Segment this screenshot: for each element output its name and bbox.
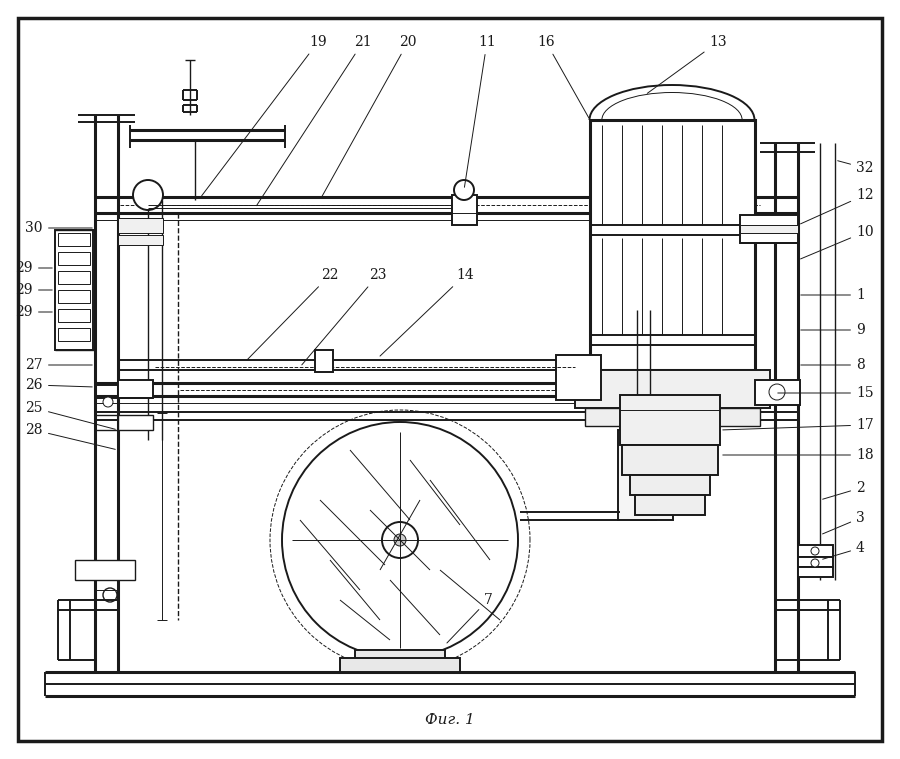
Bar	[620, 395, 720, 445]
Text: 3: 3	[823, 511, 865, 534]
Text: 13: 13	[647, 35, 727, 93]
Circle shape	[454, 180, 474, 200]
Text: 19: 19	[202, 35, 327, 196]
Text: 4: 4	[823, 541, 865, 559]
Circle shape	[133, 180, 163, 210]
Bar	[798, 557, 833, 567]
Circle shape	[394, 534, 406, 546]
Text: Фиг. 1: Фиг. 1	[425, 713, 475, 727]
Bar	[590, 120, 755, 370]
Text: 23: 23	[302, 268, 387, 365]
Bar	[58, 271, 90, 284]
Text: 30: 30	[25, 221, 92, 235]
Text: 22: 22	[247, 268, 338, 360]
Text: 29: 29	[15, 261, 52, 275]
Bar	[585, 408, 760, 426]
Bar	[740, 225, 798, 233]
Bar	[452, 195, 477, 225]
Text: 14: 14	[380, 268, 474, 356]
Bar	[556, 355, 601, 400]
Text: 27: 27	[25, 358, 92, 372]
Bar	[575, 370, 770, 408]
Bar	[55, 230, 93, 350]
Text: 16: 16	[537, 35, 589, 118]
Text: 2: 2	[823, 481, 865, 499]
Circle shape	[769, 384, 785, 400]
Text: 12: 12	[800, 188, 874, 224]
Text: 26: 26	[25, 378, 92, 392]
Bar	[118, 218, 163, 233]
Text: 25: 25	[25, 401, 115, 430]
Text: 17: 17	[723, 418, 874, 432]
Text: 28: 28	[25, 423, 115, 449]
Text: 10: 10	[801, 225, 874, 259]
Circle shape	[811, 547, 819, 555]
Bar	[340, 658, 460, 672]
Circle shape	[282, 422, 518, 658]
Text: 18: 18	[723, 448, 874, 462]
Bar	[58, 328, 90, 341]
Bar	[58, 309, 90, 322]
Text: 29: 29	[15, 283, 52, 297]
Bar	[58, 290, 90, 303]
Bar	[630, 475, 710, 495]
Text: 15: 15	[778, 386, 874, 400]
Bar	[755, 380, 800, 405]
Bar	[635, 495, 705, 515]
Text: 8: 8	[801, 358, 865, 372]
Bar	[75, 560, 135, 580]
Bar	[58, 252, 90, 265]
Circle shape	[103, 397, 113, 407]
Bar	[118, 380, 153, 398]
Text: 1: 1	[801, 288, 865, 302]
Circle shape	[103, 588, 117, 602]
Text: 7: 7	[447, 593, 492, 643]
Bar	[58, 233, 90, 246]
Circle shape	[382, 522, 418, 558]
Bar	[315, 350, 333, 372]
Text: 9: 9	[801, 323, 865, 337]
Circle shape	[811, 559, 819, 567]
Bar	[622, 445, 718, 475]
Bar	[118, 415, 153, 430]
Text: 29: 29	[15, 305, 52, 319]
Bar	[740, 215, 798, 243]
Bar	[798, 545, 833, 557]
Bar	[798, 567, 833, 577]
Text: 11: 11	[464, 35, 496, 187]
Bar	[355, 650, 445, 670]
Text: 20: 20	[321, 35, 417, 197]
Bar	[618, 430, 673, 520]
Text: 21: 21	[256, 35, 372, 206]
Text: 32: 32	[838, 161, 874, 175]
Bar	[118, 235, 163, 245]
